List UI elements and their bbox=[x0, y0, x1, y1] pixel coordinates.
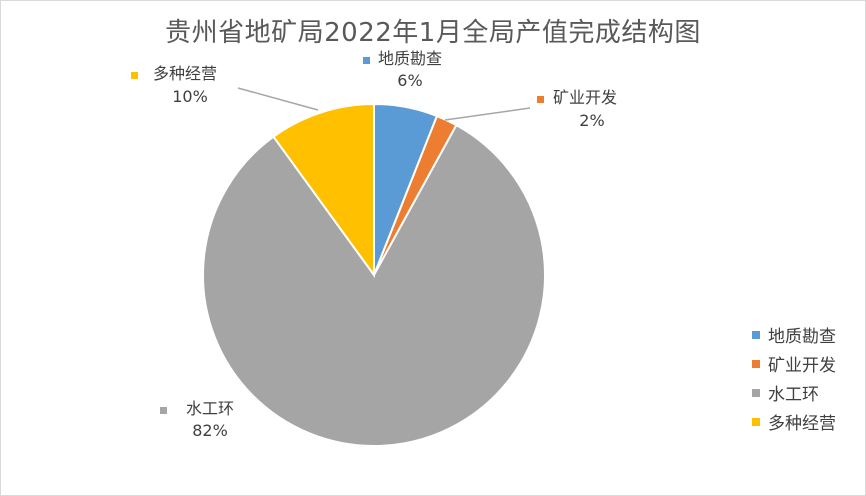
leader-line-diversified bbox=[237, 87, 319, 111]
data-label-value-diversified: 10% bbox=[172, 87, 208, 106]
leader-line-mining bbox=[444, 107, 531, 121]
legend-label-geology: 地质勘查 bbox=[768, 327, 836, 347]
data-label-marker-mining bbox=[537, 96, 544, 103]
pie-slice-diversified bbox=[272, 102, 375, 279]
data-label-value-hydro: 82% bbox=[192, 421, 228, 440]
legend-label-hydro: 水工环 bbox=[768, 385, 819, 405]
legend-item-geology: 地质勘查 bbox=[752, 320, 836, 349]
legend-swatch-diversified bbox=[752, 417, 760, 426]
data-label-value-geology: 6% bbox=[397, 71, 422, 90]
data-label-marker-hydro bbox=[160, 407, 167, 414]
legend-label-mining: 矿业开发 bbox=[768, 356, 836, 376]
data-label-name-geology: 地质勘查 bbox=[378, 49, 442, 68]
data-label-name-mining: 矿业开发 bbox=[553, 88, 617, 107]
legend-swatch-hydro bbox=[752, 388, 760, 397]
legend-swatch-mining bbox=[752, 359, 760, 368]
legend-item-mining: 矿业开发 bbox=[752, 349, 836, 378]
data-label-name-hydro: 水工环 bbox=[186, 399, 234, 418]
legend-item-diversified: 多种经营 bbox=[752, 407, 836, 436]
legend-swatch-geology bbox=[752, 330, 760, 339]
data-label-marker-diversified bbox=[131, 72, 138, 79]
data-label-value-mining: 2% bbox=[579, 111, 604, 130]
legend-label-diversified: 多种经营 bbox=[768, 414, 836, 434]
chart-title: 贵州省地矿局2022年1月全局产值完成结构图 bbox=[165, 18, 701, 48]
legend-item-hydro: 水工环 bbox=[752, 378, 836, 407]
data-label-name-diversified: 多种经营 bbox=[153, 64, 217, 83]
legend: 地质勘查 矿业开发 水工环 多种经营 bbox=[752, 320, 836, 436]
pie-slice-hydro bbox=[202, 123, 546, 447]
data-label-marker-geology bbox=[363, 57, 370, 64]
